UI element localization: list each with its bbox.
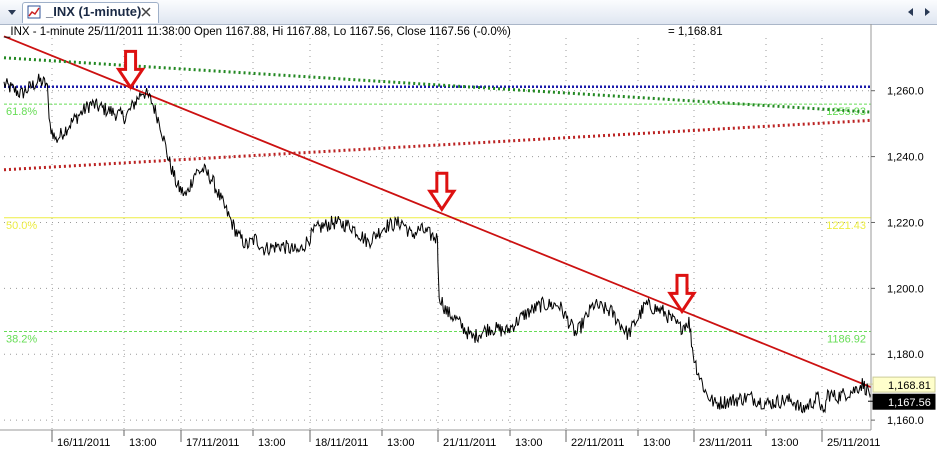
fib-value-label: 1221.43	[826, 220, 866, 232]
arrow-annotations	[115, 49, 697, 315]
chart-tab[interactable]	[22, 2, 159, 23]
price-chart[interactable]: 61.8% 1255.93 50.0% 1221.43 38.2% 1186.92 1,1…	[0, 24, 937, 454]
y-tick-label: 1,220.0	[887, 217, 924, 229]
trend-line-downtrend[interactable]	[3, 35, 872, 389]
y-tick-label: 1,200.0	[887, 283, 924, 295]
scroll-right-icon[interactable]	[920, 5, 934, 19]
x-tick-label: 13:00	[387, 437, 415, 449]
close-tab-icon[interactable]	[139, 5, 153, 19]
trend-line-dotted-red[interactable]	[3, 118, 872, 172]
title-bar: _INX (1-minute)	[0, 0, 937, 25]
price-line	[3, 73, 872, 414]
y-tick-label: 1,160.0	[887, 415, 924, 427]
trend-lines	[3, 35, 872, 389]
x-tick-label: 16/11/2011	[57, 437, 110, 449]
window-title: _INX (1-minute)	[46, 4, 142, 19]
x-tick-label: 18/11/2011	[315, 437, 368, 449]
price-series	[3, 73, 872, 414]
drop-down-icon[interactable]	[5, 5, 19, 19]
down-arrow-annotation[interactable]	[667, 273, 697, 315]
fib-name-label: 61.8%	[6, 106, 37, 118]
fib-value-label: 1186.92	[827, 333, 866, 345]
down-arrow-annotation[interactable]	[115, 49, 146, 91]
x-tick-label: 13:00	[129, 437, 157, 449]
down-arrow-annotation[interactable]	[427, 171, 457, 212]
fibonacci-levels: 61.8% 1255.93 50.0% 1221.43 38.2% 1186.92	[4, 103, 871, 345]
fib-name-label: 50.0%	[6, 220, 37, 232]
x-tick-label: 22/11/2011	[571, 437, 624, 449]
chart-legend: _INX - 1-minute 25/11/2011 11:38:00 Open…	[3, 26, 511, 38]
y-tick-label: 1,180.0	[887, 349, 924, 361]
last-value-label: 1,168.81	[888, 380, 931, 392]
x-tick-label: 13:00	[515, 437, 543, 449]
x-axis: 16/11/2011 13:00 17/11/2011 13:00 18/11/2011…	[51, 430, 880, 449]
x-tick-label: 21/11/2011	[443, 437, 496, 449]
scroll-left-icon[interactable]	[904, 5, 918, 19]
last-value-labels: 1,168.81 1,167.56	[868, 376, 936, 410]
x-tick-label: 25/11/2011	[827, 437, 880, 449]
chart-icon	[27, 5, 41, 19]
last-value-label: 1,167.56	[888, 397, 931, 409]
x-tick-label: 13:00	[771, 437, 799, 449]
grid	[4, 38, 871, 430]
fib-value-label: 1255.93	[826, 106, 866, 118]
x-tick-label: 13:00	[643, 437, 671, 449]
indicator-value: = 1,168.81	[668, 26, 723, 38]
y-axis: 1,160.0 1,180.0 1,200.0 1,220.0 1,240.0 1,260…	[871, 86, 924, 427]
y-tick-label: 1,260.0	[887, 86, 924, 98]
x-tick-label: 13:00	[258, 437, 286, 449]
fib-name-label: 38.2%	[6, 333, 37, 345]
x-tick-label: 17/11/2011	[186, 437, 239, 449]
y-tick-label: 1,240.0	[887, 152, 924, 164]
x-tick-label: 23/11/2011	[699, 437, 752, 449]
